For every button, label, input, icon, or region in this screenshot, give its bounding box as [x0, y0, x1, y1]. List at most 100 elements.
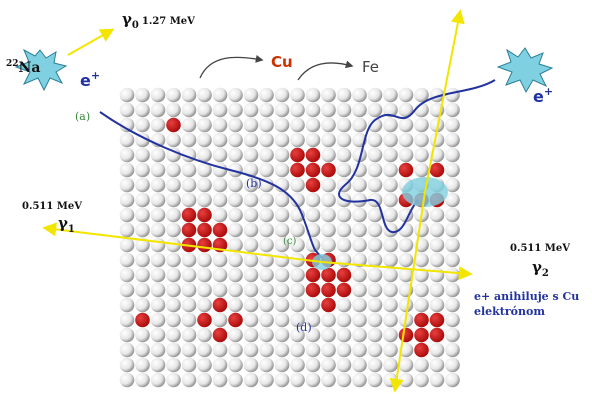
- fe-atom: [151, 208, 166, 223]
- fe-atom: [197, 373, 212, 388]
- fe-atom: [399, 238, 414, 253]
- gamma1-energy: 0.511 MeV: [22, 201, 82, 212]
- fe-atom: [306, 133, 321, 148]
- gamma-energy: 1.27 MeV: [142, 16, 195, 27]
- fe-atom: [151, 358, 166, 373]
- fe-atom: [120, 268, 135, 283]
- fe-atom: [430, 283, 445, 298]
- fe-atom: [213, 208, 228, 223]
- fe-atom: [120, 343, 135, 358]
- fe-atom: [430, 268, 445, 283]
- fe-atom: [166, 343, 181, 358]
- fe-atom: [151, 283, 166, 298]
- cu-atom: [197, 208, 212, 223]
- fe-atom: [151, 178, 166, 193]
- fe-atom: [166, 283, 181, 298]
- fe-atom: [399, 148, 414, 163]
- fe-atom: [259, 163, 274, 178]
- fe-atom: [151, 253, 166, 268]
- fe-atom: [151, 193, 166, 208]
- fe-atom: [197, 253, 212, 268]
- fe-atom: [383, 133, 398, 148]
- fe-atom: [383, 178, 398, 193]
- fe-atom: [197, 343, 212, 358]
- fe-atom: [414, 283, 429, 298]
- fe-atom: [259, 193, 274, 208]
- fe-atom: [228, 283, 243, 298]
- fe-atom: [151, 343, 166, 358]
- fe-atom: [197, 358, 212, 373]
- fe-atom: [182, 133, 197, 148]
- fe-atom: [213, 118, 228, 133]
- fe-atom: [120, 103, 135, 118]
- fe-atom: [151, 313, 166, 328]
- fe-atom: [259, 103, 274, 118]
- gamma0-label: γ01.27 MeV: [122, 10, 195, 31]
- fe-atom: [120, 88, 135, 103]
- fe-atom: [306, 103, 321, 118]
- fe-atom: [414, 358, 429, 373]
- fe-atom: [259, 298, 274, 313]
- cu-atom: [321, 283, 336, 298]
- cu-atom: [290, 148, 305, 163]
- fe-atom: [275, 358, 290, 373]
- fe-atom: [383, 358, 398, 373]
- fe-atom: [182, 268, 197, 283]
- fe-atom: [430, 238, 445, 253]
- fe-atom: [228, 343, 243, 358]
- fe-atom: [337, 313, 352, 328]
- fe-atom: [213, 268, 228, 283]
- fe-atom: [368, 103, 383, 118]
- fe-atom: [182, 343, 197, 358]
- fe-atom: [244, 223, 259, 238]
- fe-atom: [368, 178, 383, 193]
- fe-atom: [352, 178, 367, 193]
- fe-atom: [352, 238, 367, 253]
- fe-atom: [213, 133, 228, 148]
- fe-atom: [166, 313, 181, 328]
- gamma-symbol: γ: [532, 258, 542, 276]
- fe-atom: [244, 313, 259, 328]
- fe-atom: [368, 283, 383, 298]
- fe-atom: [166, 223, 181, 238]
- fe-atom: [445, 223, 460, 238]
- fe-atom: [399, 133, 414, 148]
- fe-atom: [135, 268, 150, 283]
- fe-atom: [166, 178, 181, 193]
- fe-atom: [213, 313, 228, 328]
- fe-atom: [259, 313, 274, 328]
- fe-atom: [383, 88, 398, 103]
- fe-atom: [306, 118, 321, 133]
- fe-atom: [445, 208, 460, 223]
- fe-atom: [383, 163, 398, 178]
- fe-atom: [275, 148, 290, 163]
- fe-atom: [244, 328, 259, 343]
- fe-atom: [290, 103, 305, 118]
- fe-atom: [244, 373, 259, 388]
- fe-atom: [135, 358, 150, 373]
- cu-atom: [213, 223, 228, 238]
- fe-atom: [430, 358, 445, 373]
- fe-atom: [430, 343, 445, 358]
- gamma-sub: 1: [68, 224, 75, 235]
- fe-atom: [290, 133, 305, 148]
- fe-atom: [321, 373, 336, 388]
- fe-atom: [151, 88, 166, 103]
- cu-atom: [430, 163, 445, 178]
- fe-atom: [430, 208, 445, 223]
- fe-atom: [321, 103, 336, 118]
- fe-atom: [135, 88, 150, 103]
- fe-atom: [120, 163, 135, 178]
- fe-atom: [352, 208, 367, 223]
- fe-atom: [120, 283, 135, 298]
- fe-atom: [445, 328, 460, 343]
- fe-atom: [445, 133, 460, 148]
- fe-atom: [151, 268, 166, 283]
- fe-atom: [306, 88, 321, 103]
- fe-atom: [228, 208, 243, 223]
- cu-atom: [290, 163, 305, 178]
- fe-atom: [275, 133, 290, 148]
- fe-atom: [244, 343, 259, 358]
- fe-atom: [197, 178, 212, 193]
- fe-atom: [213, 103, 228, 118]
